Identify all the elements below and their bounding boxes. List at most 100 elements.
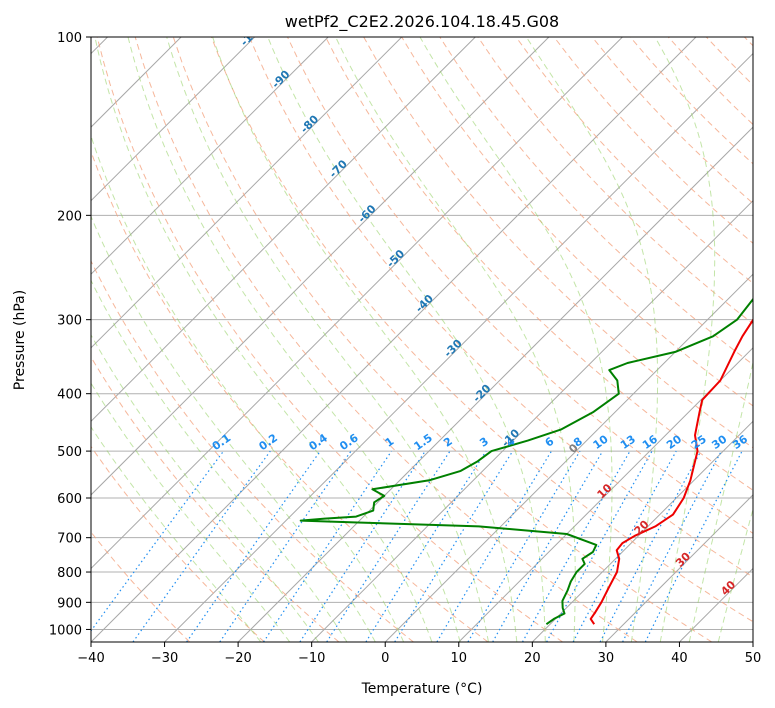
dewpoint-trace [299, 297, 753, 626]
y-tick-label: 1000 [49, 623, 82, 638]
y-axis-label: Pressure (hPa) [12, 290, 28, 390]
mixing-ratio-label: 3 [477, 435, 491, 450]
moist-adiabat [525, 37, 659, 642]
mixing-ratio-line [394, 450, 514, 642]
isotherm-line [237, 126, 753, 642]
dry-adiabat [477, 37, 753, 325]
isotherm-label: -40 [413, 292, 436, 315]
mixing-ratio-label: 13 [618, 433, 638, 452]
y-tick-label: 100 [57, 31, 82, 46]
dry-adiabat [91, 259, 414, 642]
isotherm-line [679, 567, 753, 642]
isotherm-line [91, 37, 550, 496]
chart-title: wetPf2_C2E2.2026.104.18.45.G08 [285, 12, 559, 32]
isotherm-label: -50 [384, 247, 407, 270]
y-tick-label: 900 [57, 596, 82, 611]
isotherm-line [752, 641, 753, 642]
dry-adiabat [515, 37, 753, 284]
y-tick-label: 500 [57, 445, 82, 460]
moist-adiabat [267, 37, 546, 642]
isotherm-line [91, 37, 403, 349]
isotherm-label: -60 [355, 202, 378, 225]
x-tick-label: 10 [451, 651, 468, 666]
y-tick-label: 600 [57, 492, 82, 507]
isotherm-line [605, 494, 753, 642]
isotherm-label: -80 [298, 112, 321, 135]
moist-adiabat [91, 382, 291, 642]
isotherm-line [91, 37, 623, 570]
y-tick-label: 400 [57, 388, 82, 403]
isotherm-label: 20 [632, 517, 652, 537]
isotherm-label: -10 [499, 426, 522, 449]
mixing-ratio-label: 0.1 [210, 431, 233, 453]
mixing-ratio-label: 0.6 [337, 431, 361, 453]
dry-adiabat [91, 356, 340, 642]
moist-adiabat [212, 37, 518, 642]
y-tick-label: 200 [57, 209, 82, 224]
isotherm-label: -100 [238, 20, 267, 49]
mixing-ratio-line [572, 450, 677, 642]
mixing-ratio-label: 10 [591, 432, 611, 452]
dry-adiabat [91, 150, 489, 642]
mixing-ratio-line [186, 450, 321, 642]
isotherm-line [384, 273, 753, 642]
x-axis-label: Temperature (°C) [361, 681, 483, 697]
dry-adiabat [91, 531, 191, 642]
mixing-ratio-line [262, 450, 392, 642]
isotherm-line [458, 347, 753, 642]
moist-adiabat [166, 37, 489, 642]
moist-adiabat [91, 333, 319, 642]
mixing-ratio-line [219, 450, 352, 642]
dry-adiabat [96, 37, 563, 642]
plot-frame [90, 36, 754, 643]
x-tick-label: 50 [745, 651, 762, 666]
isotherm-line [91, 37, 329, 275]
mixing-ratio-label: 16 [640, 432, 660, 452]
mixing-ratio-label: 0.4 [306, 431, 330, 453]
x-tick-label: −30 [151, 651, 178, 666]
x-tick-label: −10 [298, 651, 325, 666]
mixing-ratio-label: 20 [664, 432, 684, 452]
mixing-ratio-line [132, 450, 271, 642]
isotherm-line [531, 420, 753, 642]
x-tick-label: 30 [598, 651, 615, 666]
dry-adiabat [172, 37, 713, 642]
mixing-ratio-line [299, 450, 426, 642]
moist-adiabat [717, 507, 753, 642]
dry-adiabat [248, 37, 753, 578]
moist-adiabat [91, 426, 262, 642]
mixing-ratio-label: 25 [689, 433, 709, 452]
mixing-ratio-label: 30 [709, 432, 729, 452]
y-tick-label: 800 [57, 566, 82, 581]
isotherm-line [91, 37, 476, 423]
moist-adiabat [127, 37, 461, 642]
moist-adiabat [91, 215, 376, 642]
isotherm-line [164, 52, 753, 642]
isotherm-line [91, 37, 697, 642]
dry-adiabat [287, 37, 753, 534]
isotherm-label: -20 [470, 381, 493, 404]
moist-adiabat [419, 37, 613, 642]
isotherm-label: 30 [673, 549, 693, 569]
mixing-ratio-label: 1 [383, 435, 397, 450]
mixing-ratio-line [326, 450, 451, 642]
moist-adiabat [335, 37, 576, 642]
isotherm-label: 40 [718, 578, 738, 598]
mixing-ratio-line [467, 450, 581, 642]
isotherm-label: -30 [442, 337, 465, 360]
dry-adiabat [210, 37, 753, 623]
mixing-ratio-line [365, 450, 487, 642]
moist-adiabat [94, 37, 433, 642]
moist-adiabat [654, 37, 716, 642]
y-tick-label: 700 [57, 532, 82, 547]
moist-adiabat [688, 360, 753, 642]
mixing-ratio-line [644, 450, 743, 642]
dry-adiabat [439, 37, 753, 366]
x-tick-label: 40 [671, 651, 688, 666]
y-tick-label: 300 [57, 314, 82, 329]
x-tick-label: −40 [77, 651, 104, 666]
isotherm-label: -90 [269, 67, 292, 90]
dry-adiabat [91, 445, 265, 642]
mixing-ratio-label: 1.5 [411, 431, 434, 453]
